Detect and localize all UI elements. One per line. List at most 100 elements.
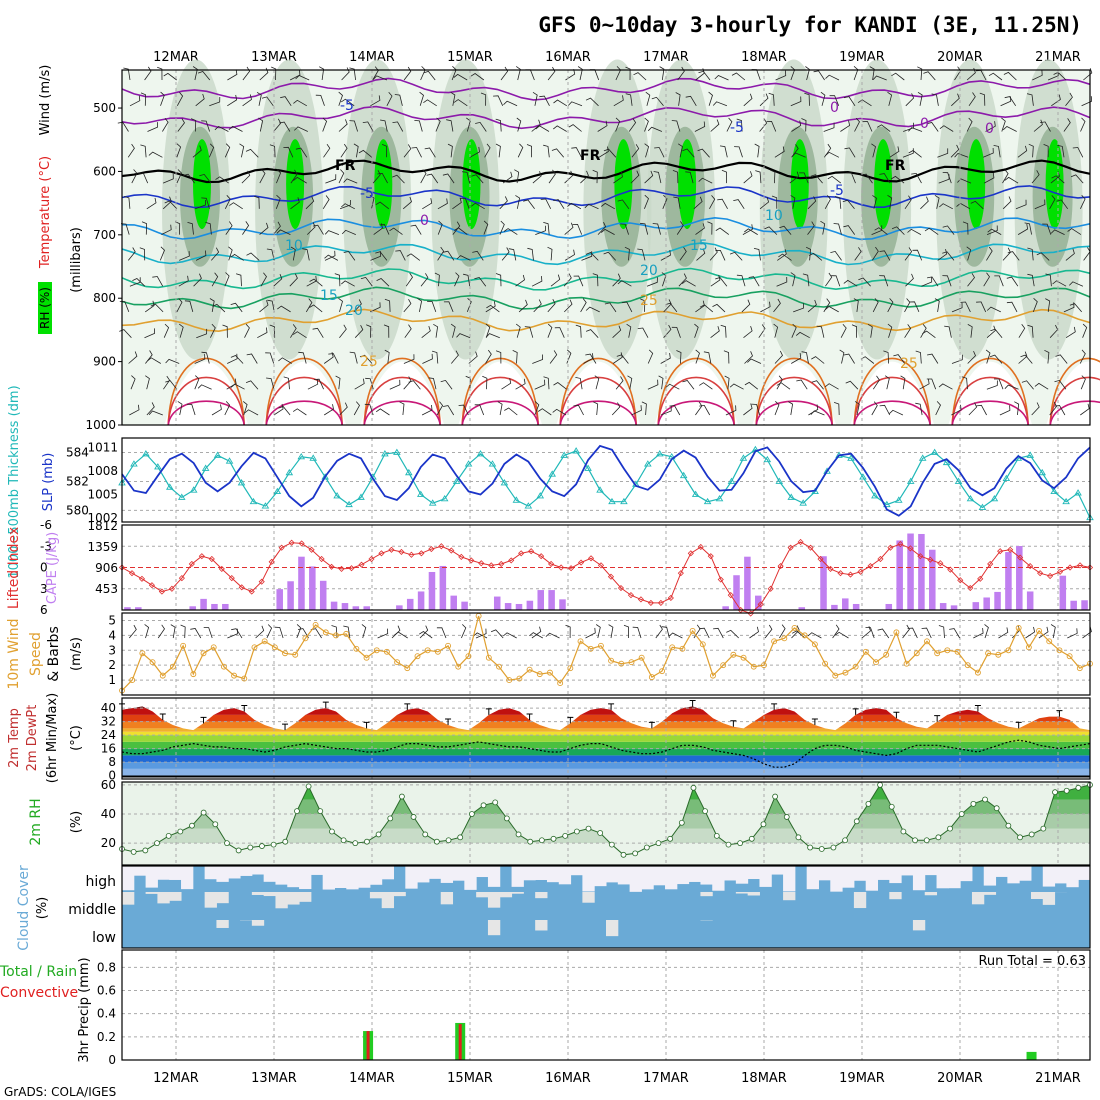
lifted-index-point (538, 553, 545, 560)
wind-barb (773, 323, 779, 338)
wind-barb (637, 248, 646, 261)
wind-barb (471, 202, 485, 210)
isotherm-loop (265, 376, 343, 426)
wind-barb (1080, 403, 1090, 416)
wind-barb (743, 403, 753, 416)
minmax-bar (282, 723, 289, 731)
wind-speed-line (121, 615, 1091, 691)
wind-speed-point (373, 647, 380, 654)
date-label-top: 18MAR (741, 50, 787, 65)
wind-barb (392, 121, 404, 132)
wind-barb (224, 143, 231, 158)
wind-barb (547, 323, 553, 338)
wind-barb (693, 196, 703, 210)
wind-speed-point (292, 651, 299, 658)
wind-barb (879, 275, 889, 287)
wind-barb (349, 120, 358, 132)
cape-bar (352, 606, 360, 610)
wind-barb (565, 624, 571, 639)
dewpoint-line (121, 739, 1091, 768)
wind-barb (405, 272, 413, 287)
wind-barb (1083, 68, 1093, 81)
wind-barb (773, 298, 781, 313)
thickness-point (189, 486, 198, 493)
rh-90-region (614, 139, 633, 230)
wind-speed-point (302, 635, 309, 642)
wind-barb (307, 222, 316, 235)
pressure-tick-label: 1000 (85, 418, 116, 432)
wind-barb (176, 143, 182, 158)
wind-barb (612, 352, 623, 364)
date-label-bottom: 18MAR (741, 1071, 787, 1086)
wind-barb (187, 222, 194, 235)
rh-point (165, 832, 172, 839)
cape-bar (504, 603, 512, 610)
rh-point (853, 818, 860, 825)
wind-barb (623, 624, 630, 639)
wind-barb (129, 95, 141, 107)
wind-barb (580, 298, 587, 313)
rh-point (410, 814, 417, 820)
cloud-clear-block (570, 866, 583, 876)
lifted-index-tick-label: -6 (40, 518, 52, 532)
wind-speed-point (852, 663, 859, 670)
wind-barb (669, 404, 681, 416)
temp-tick-label: 8 (108, 755, 116, 769)
rh-point (888, 803, 895, 810)
cape-bar (820, 556, 827, 610)
cloud-clear-block (381, 892, 395, 909)
minmax-bar (771, 703, 778, 710)
wind-barb (375, 201, 390, 210)
rh-point (282, 838, 289, 845)
ylabel-cloud: Cloud Cover (16, 865, 32, 951)
cloud-clear-block (204, 892, 217, 908)
minmax-bar (567, 716, 574, 724)
lifted-index-point (707, 553, 714, 560)
cape-bar (907, 533, 914, 610)
wind-barb (486, 304, 500, 313)
cape-bar (276, 589, 283, 610)
ylabel-temp2m: 2m Temp (7, 708, 22, 768)
wind-barb (377, 172, 388, 184)
wind-barb (515, 195, 521, 209)
wind-barb (196, 328, 208, 339)
wind-speed-point (873, 659, 879, 666)
wind-barb (585, 306, 600, 313)
wind-barb (774, 350, 783, 364)
wind-barb (889, 146, 900, 158)
lifted-index-tick-label: 0 (40, 561, 48, 575)
wind-barb (160, 91, 165, 106)
wind-barb (564, 222, 574, 235)
wind-barb (743, 171, 753, 184)
wind-speed-point (404, 665, 411, 672)
ylabel-total-rain: Total / Rain (0, 964, 77, 980)
wind-barb (879, 173, 891, 184)
cape-bar (330, 601, 338, 610)
wind-barb (790, 272, 796, 287)
wind-barb (201, 120, 210, 132)
wind-barb (577, 66, 583, 81)
cloud-clear-block (417, 866, 430, 883)
wind-barb (621, 301, 633, 313)
rh-point (947, 825, 953, 832)
wind-barb (944, 325, 952, 338)
wind-barb (278, 406, 291, 416)
cape-bar (1005, 552, 1012, 610)
wind-barb (208, 143, 215, 158)
lifted-index-point (987, 560, 994, 568)
wind-barb (658, 375, 664, 390)
wind-barb (147, 122, 159, 132)
minmax-bar (485, 708, 492, 715)
wind-barb (677, 66, 685, 81)
lifted-index-point (657, 599, 664, 606)
cloud-clear-block (712, 866, 725, 891)
lifted-index-point (1076, 562, 1084, 569)
isotherm-label: 20 (345, 303, 363, 319)
wind-barb (180, 624, 186, 639)
wind-speed-point (312, 621, 319, 628)
cape-bar (211, 603, 218, 610)
wind-barb (162, 196, 172, 210)
rh-point (1028, 831, 1035, 838)
wind-barb (322, 117, 328, 132)
